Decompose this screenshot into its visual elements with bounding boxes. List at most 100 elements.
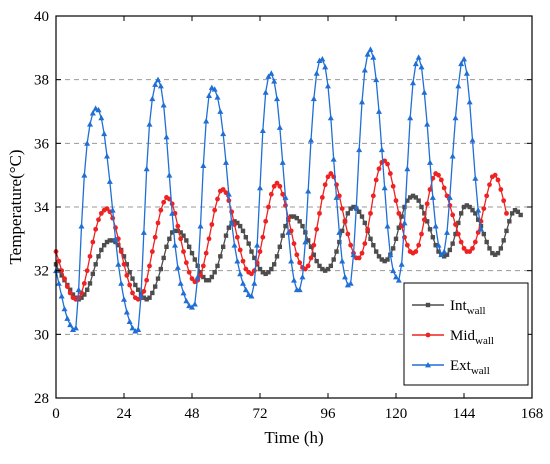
data-point bbox=[135, 326, 142, 332]
data-point bbox=[87, 253, 93, 259]
data-point bbox=[198, 270, 203, 275]
data-point bbox=[133, 282, 138, 288]
data-point bbox=[215, 263, 220, 269]
data-point bbox=[481, 206, 487, 211]
data-point bbox=[155, 220, 161, 226]
data-point bbox=[470, 207, 475, 213]
data-point bbox=[356, 146, 363, 153]
data-point bbox=[186, 269, 192, 275]
data-point bbox=[470, 245, 475, 251]
data-point bbox=[130, 290, 135, 296]
data-point bbox=[124, 262, 130, 267]
data-point bbox=[376, 166, 382, 172]
data-point bbox=[104, 153, 110, 159]
data-point bbox=[432, 223, 439, 229]
data-point bbox=[396, 210, 402, 216]
data-point bbox=[501, 198, 507, 204]
data-point bbox=[322, 268, 328, 273]
data-point bbox=[158, 207, 164, 213]
data-point bbox=[107, 238, 113, 243]
y-tick-label: 30 bbox=[34, 327, 49, 343]
data-point bbox=[174, 264, 181, 270]
data-point bbox=[401, 219, 408, 226]
data-point bbox=[200, 162, 207, 169]
data-point bbox=[212, 270, 217, 275]
data-point bbox=[362, 241, 368, 247]
data-point bbox=[288, 258, 295, 264]
x-tick-label: 144 bbox=[453, 406, 476, 422]
data-point bbox=[211, 86, 218, 92]
data-point bbox=[353, 204, 360, 210]
data-point bbox=[319, 195, 325, 200]
data-point bbox=[484, 239, 489, 245]
data-point bbox=[166, 172, 173, 178]
data-point bbox=[266, 270, 271, 275]
series-mid-wall bbox=[53, 158, 509, 302]
data-point bbox=[356, 209, 362, 214]
series-layer bbox=[53, 46, 523, 334]
data-point bbox=[172, 228, 178, 234]
data-point bbox=[367, 46, 374, 52]
data-point bbox=[237, 223, 243, 229]
data-point bbox=[452, 114, 459, 121]
data-point bbox=[339, 206, 345, 211]
data-point bbox=[243, 266, 249, 272]
data-point bbox=[271, 262, 277, 267]
data-point bbox=[70, 292, 76, 297]
data-point bbox=[419, 231, 424, 237]
data-point bbox=[231, 242, 238, 248]
data-point bbox=[449, 153, 456, 159]
data-point bbox=[127, 282, 133, 288]
data-point bbox=[294, 215, 300, 221]
data-point bbox=[130, 276, 135, 281]
data-point bbox=[345, 211, 351, 216]
data-point bbox=[84, 140, 91, 146]
data-point bbox=[118, 280, 125, 286]
data-point bbox=[149, 95, 156, 102]
data-point bbox=[155, 276, 161, 281]
data-point bbox=[436, 172, 441, 178]
data-point bbox=[252, 255, 257, 261]
data-point bbox=[225, 191, 232, 197]
data-point bbox=[144, 277, 150, 283]
data-point bbox=[450, 241, 455, 246]
data-point bbox=[441, 248, 448, 254]
data-point bbox=[342, 218, 348, 224]
data-point bbox=[59, 273, 64, 278]
data-point bbox=[206, 236, 212, 242]
x-tick-label: 168 bbox=[521, 406, 544, 422]
data-point bbox=[55, 280, 62, 286]
legend-item-ext: Extwall bbox=[412, 358, 490, 377]
data-point bbox=[297, 219, 302, 224]
data-point bbox=[399, 214, 404, 219]
data-point bbox=[328, 263, 334, 269]
data-point bbox=[344, 281, 351, 288]
data-point bbox=[473, 211, 478, 216]
data-point bbox=[305, 238, 311, 243]
data-point bbox=[314, 258, 319, 264]
data-point bbox=[322, 182, 328, 188]
data-point bbox=[181, 233, 186, 238]
data-point bbox=[249, 271, 254, 277]
data-point bbox=[257, 184, 263, 191]
data-point bbox=[308, 244, 314, 249]
data-point bbox=[415, 54, 422, 60]
data-point bbox=[475, 217, 481, 222]
data-point bbox=[263, 218, 269, 224]
data-point bbox=[121, 261, 127, 267]
x-axis-label: Time (h) bbox=[264, 428, 323, 447]
data-point bbox=[518, 212, 523, 218]
data-point bbox=[116, 243, 121, 248]
legend-swatch-marker bbox=[425, 332, 431, 338]
data-point bbox=[90, 239, 96, 245]
data-point bbox=[370, 193, 376, 199]
data-point bbox=[223, 159, 229, 165]
data-point bbox=[223, 190, 229, 196]
data-point bbox=[242, 286, 249, 293]
data-point bbox=[302, 266, 308, 272]
data-point bbox=[381, 184, 388, 191]
data-point bbox=[183, 260, 189, 266]
data-point bbox=[382, 258, 387, 264]
data-point bbox=[283, 223, 288, 229]
data-point bbox=[361, 67, 368, 73]
